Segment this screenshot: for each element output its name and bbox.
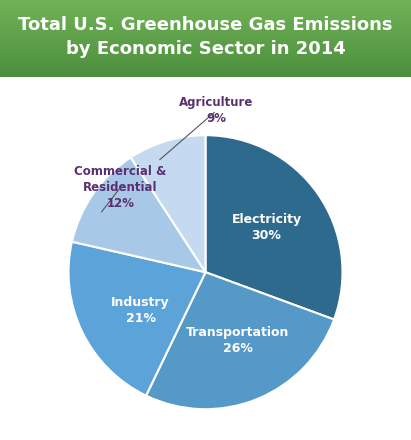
Wedge shape: [69, 242, 205, 396]
Text: Commercial &
Residential
12%: Commercial & Residential 12%: [74, 165, 167, 210]
Text: Total U.S. Greenhouse Gas Emissions
by Economic Sector in 2014: Total U.S. Greenhouse Gas Emissions by E…: [18, 16, 393, 58]
Text: Agriculture
9%: Agriculture 9%: [179, 96, 254, 125]
Wedge shape: [206, 135, 342, 319]
Text: Electricity
30%: Electricity 30%: [231, 213, 302, 242]
Wedge shape: [72, 158, 206, 272]
Wedge shape: [146, 272, 334, 409]
Wedge shape: [131, 135, 206, 272]
Text: Transportation
26%: Transportation 26%: [186, 326, 289, 355]
Text: Industry
21%: Industry 21%: [111, 296, 170, 325]
